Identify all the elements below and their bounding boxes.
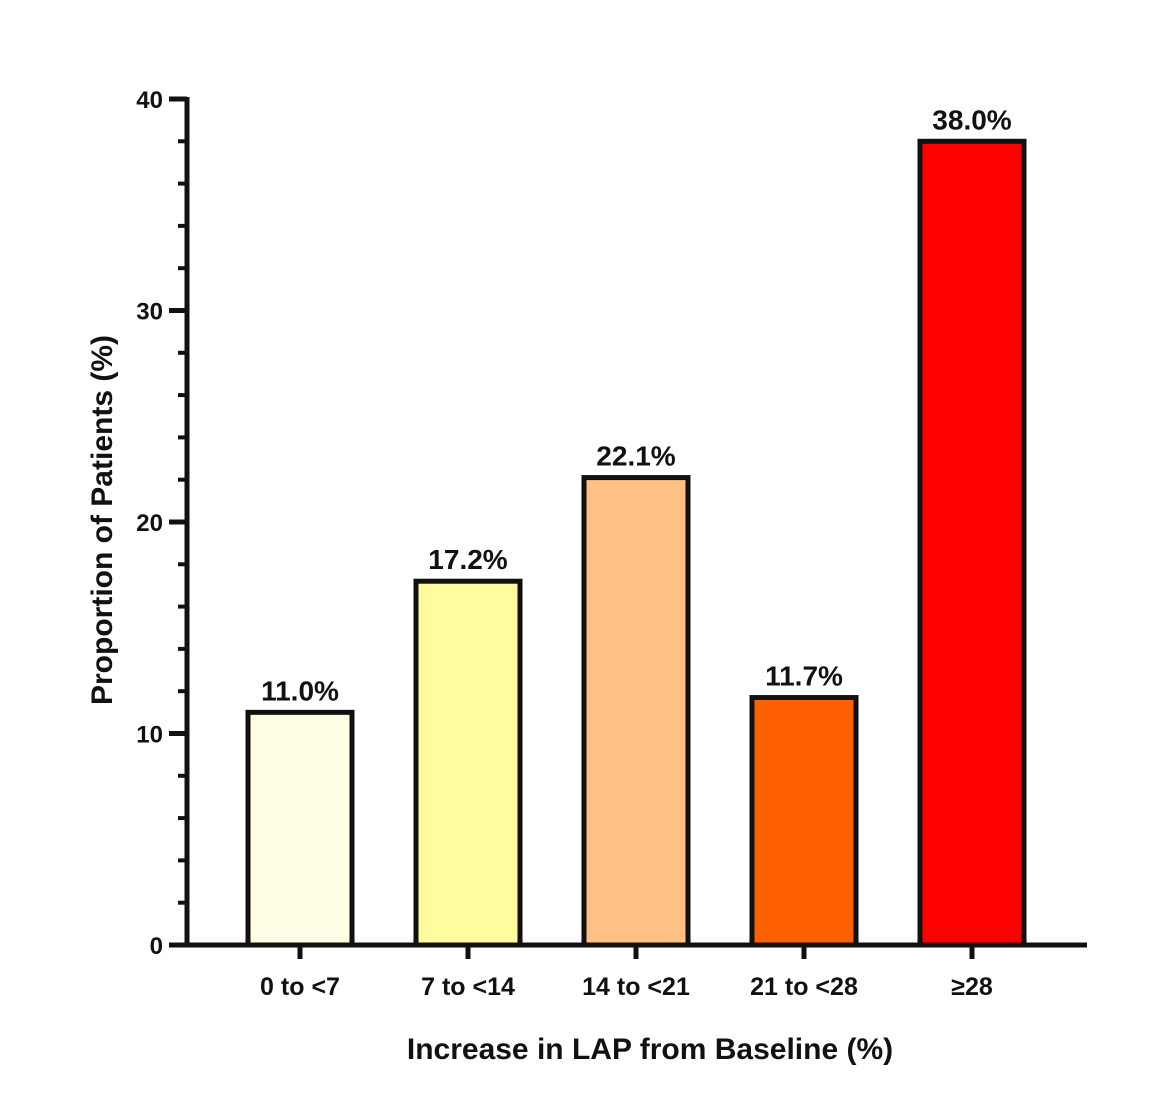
data-label: 11.7% [765,661,843,692]
x-tick-label: ≥28 [951,973,993,1001]
x-tick-label: 0 to <7 [260,973,340,1001]
y-tick-label: 20 [136,510,163,537]
bars-layer [245,138,1027,948]
labels-layer: 11.0% 17.2% 22.1% 11.7% 38.0% 0 10 20 30 40 0 to <… [136,87,1011,1001]
x-tick-label: 7 to <14 [421,973,515,1001]
x-tick-label: 14 to <21 [582,973,690,1001]
axes-layer [169,96,1087,959]
y-tick-label: 0 [150,933,163,960]
bar [581,475,691,948]
bar [245,709,355,948]
y-tick-label: 10 [136,722,163,749]
x-tick-label: 21 to <28 [750,973,858,1001]
bar [917,138,1027,948]
data-label: 17.2% [428,544,507,575]
data-label: 38.0% [932,104,1011,135]
data-label: 22.1% [596,441,675,472]
bar [749,695,859,948]
data-label: 11.0% [261,675,339,706]
y-axis-title: Proportion of Patients (%) [86,335,119,705]
bar [413,578,523,948]
x-axis-title: Increase in LAP from Baseline (%) [407,1033,893,1066]
y-tick-label: 40 [136,87,163,114]
y-tick-label: 30 [136,299,163,326]
